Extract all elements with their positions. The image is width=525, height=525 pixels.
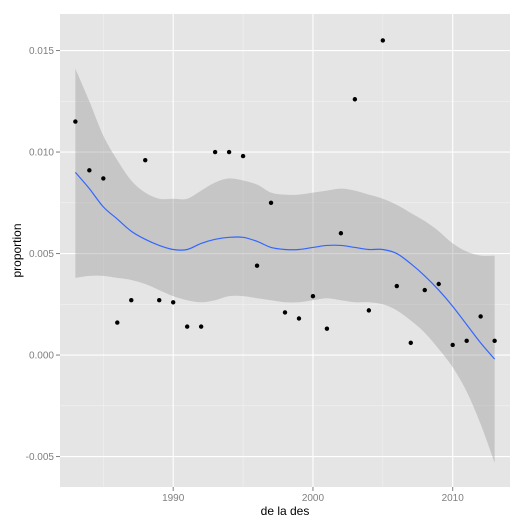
major-y-gridlines [60, 49, 510, 458]
data-point [352, 97, 358, 102]
x-tick-label: 1990 [162, 493, 185, 504]
y-tick-label: 0.000 [29, 351, 54, 362]
y-tick-label: 0.010 [29, 148, 54, 159]
minor-x-gridlines [103, 14, 384, 487]
data-point [268, 200, 274, 205]
plot-panel [60, 14, 510, 487]
y-axis-title: proportion [10, 223, 24, 277]
data-points [73, 38, 497, 348]
minor-y-gridlines [60, 100, 510, 407]
data-point [226, 149, 232, 155]
data-point [198, 324, 204, 329]
major-x-gridlines [172, 14, 454, 487]
data-point [184, 324, 190, 329]
data-point [408, 340, 413, 346]
data-point [324, 326, 330, 331]
data-point [212, 149, 218, 155]
data-point [129, 298, 134, 303]
data-point [394, 283, 400, 289]
confidence-band [75, 68, 495, 463]
x-axis-ticks: 1990 2000 2010 [162, 487, 464, 504]
data-point [296, 316, 302, 321]
data-point [436, 281, 441, 287]
data-point [380, 38, 386, 43]
data-point [87, 168, 92, 173]
smooth-trend-line [74, 171, 496, 360]
data-point [170, 300, 176, 305]
data-point [464, 338, 469, 344]
data-point [73, 119, 78, 124]
data-point [115, 320, 120, 325]
data-point [450, 342, 455, 348]
y-tick-label: -0.005 [26, 452, 55, 463]
y-tick-label: 0.015 [29, 46, 54, 57]
data-point [338, 231, 344, 236]
data-point [101, 176, 106, 181]
data-point [282, 310, 288, 315]
data-point [492, 338, 497, 344]
data-point [143, 157, 148, 163]
data-point [310, 293, 316, 299]
y-axis-ticks: -0.005 0.000 0.005 0.010 0.015 [26, 46, 60, 463]
data-point [240, 153, 246, 159]
data-point [422, 287, 427, 293]
x-tick-label: 2010 [442, 493, 465, 504]
data-point [254, 263, 260, 268]
data-point [366, 308, 372, 313]
x-tick-label: 2000 [302, 493, 325, 504]
x-axis-title: de la des [261, 504, 310, 518]
data-point [478, 314, 483, 319]
y-tick-label: 0.005 [29, 249, 54, 260]
data-point [157, 298, 162, 303]
